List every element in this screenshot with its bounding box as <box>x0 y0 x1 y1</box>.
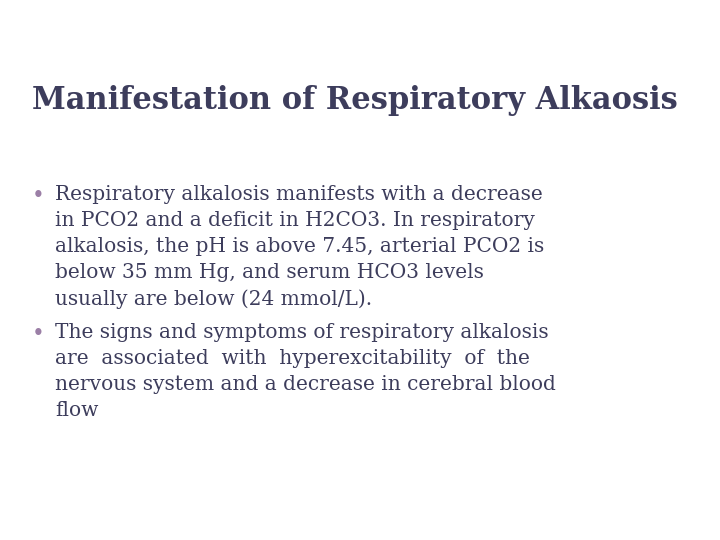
Text: below 35 mm Hg, and serum HCO3 levels: below 35 mm Hg, and serum HCO3 levels <box>55 263 484 282</box>
Text: alkalosis, the pH is above 7.45, arterial PCO2 is: alkalosis, the pH is above 7.45, arteria… <box>55 237 544 256</box>
Text: flow: flow <box>55 401 99 420</box>
Text: in PCO2 and a deficit in H2CO3. In respiratory: in PCO2 and a deficit in H2CO3. In respi… <box>55 211 535 230</box>
Text: usually are below (24 mmol/L).: usually are below (24 mmol/L). <box>55 289 372 309</box>
Text: are  associated  with  hyperexcitability  of  the: are associated with hyperexcitability of… <box>55 349 530 368</box>
Text: •: • <box>32 323 45 345</box>
Text: The signs and symptoms of respiratory alkalosis: The signs and symptoms of respiratory al… <box>55 323 549 342</box>
Text: •: • <box>32 185 45 207</box>
Text: Manifestation of Respiratory Alkaosis: Manifestation of Respiratory Alkaosis <box>32 85 678 116</box>
Text: nervous system and a decrease in cerebral blood: nervous system and a decrease in cerebra… <box>55 375 556 394</box>
Text: Respiratory alkalosis manifests with a decrease: Respiratory alkalosis manifests with a d… <box>55 185 543 204</box>
